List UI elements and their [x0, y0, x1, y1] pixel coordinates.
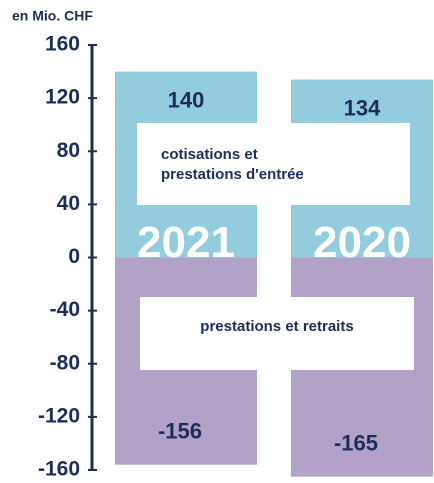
- data-label: -156: [158, 419, 202, 444]
- legend-label: prestations et retraits: [200, 318, 354, 335]
- data-label: 140: [168, 87, 205, 112]
- y-tick-label: 40: [57, 192, 80, 215]
- legend-box-content: prestations et retraits: [200, 318, 354, 335]
- y-tick-label: -80: [50, 351, 80, 374]
- y-tick-label: 120: [45, 86, 80, 109]
- y-tick-label: -40: [50, 298, 80, 321]
- y-tick-label: -120: [38, 404, 80, 427]
- axis-unit-label: en Mio. CHF: [12, 8, 93, 24]
- category-label: 2021: [137, 218, 235, 267]
- legend-box: [137, 123, 410, 205]
- legend-box-content: cotisations et prestations d'entrée: [161, 146, 304, 183]
- y-tick-label: -160: [38, 458, 80, 481]
- data-label: 134: [344, 95, 381, 120]
- y-tick-label: 80: [57, 139, 80, 162]
- y-tick-label: 160: [45, 33, 80, 56]
- category-label: 2020: [313, 218, 411, 267]
- data-label: -165: [334, 430, 378, 455]
- legend-box: [140, 297, 414, 370]
- legend-label: cotisations et prestations d'entrée: [161, 146, 304, 183]
- y-tick-label: 0: [68, 245, 80, 268]
